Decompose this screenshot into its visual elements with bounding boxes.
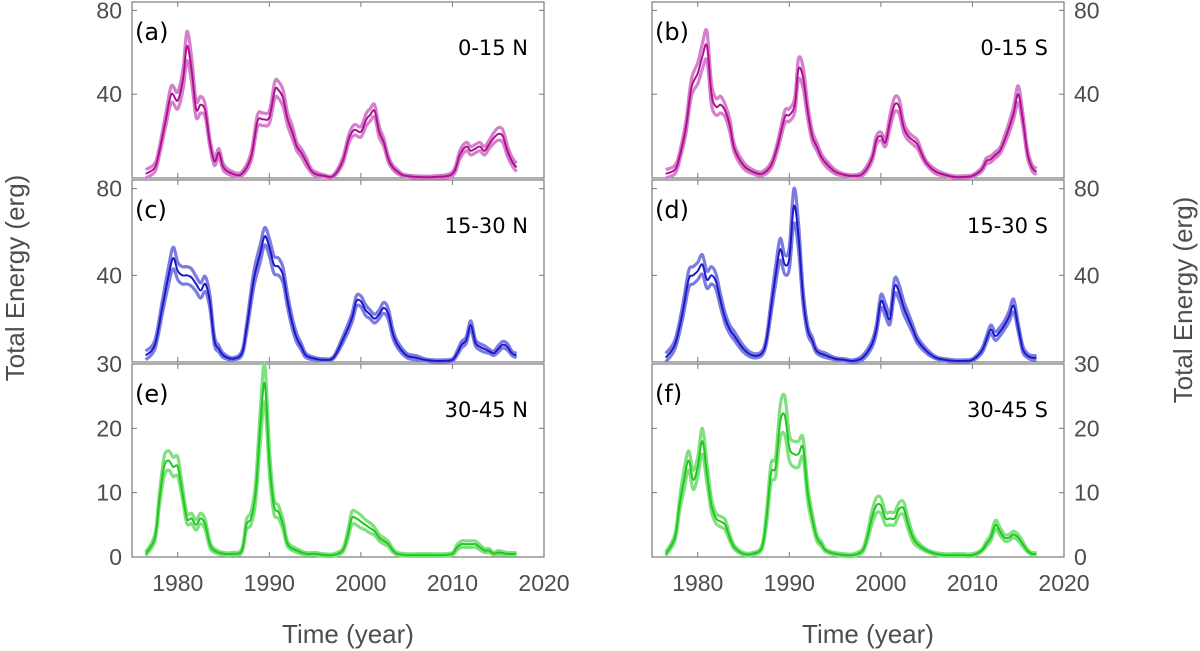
ytick-label: 80 xyxy=(96,176,122,202)
panel-label: (d) xyxy=(655,196,689,224)
xlabel-right: Time (year) xyxy=(802,619,934,649)
panel-label: (a) xyxy=(135,18,168,46)
ytick-label: 10 xyxy=(1074,480,1100,506)
series-30-45-S xyxy=(664,392,1037,559)
panel-frame xyxy=(651,1,1065,179)
xtick-label: 2000 xyxy=(335,570,386,596)
panel-b: 80 40 (b) 0-15 S xyxy=(651,0,1100,180)
ytick-label: 0 xyxy=(109,544,122,570)
xlabel-left: Time (year) xyxy=(282,619,414,649)
ytick-label: 10 xyxy=(96,480,122,506)
ytick-label: 80 xyxy=(96,0,122,23)
series-15-30-S xyxy=(664,186,1037,364)
ytick-label: 20 xyxy=(96,415,122,441)
ytick-label: 40 xyxy=(96,81,122,107)
panel-range-label: 30-45 S xyxy=(967,398,1048,422)
series-15-30-N xyxy=(144,226,518,364)
ytick-label: 40 xyxy=(1074,81,1100,107)
panel-c: 80 40 (c) 15-30 N xyxy=(96,176,545,364)
series-line xyxy=(665,43,1038,179)
panel-range-label: 30-45 N xyxy=(445,398,528,422)
series-line xyxy=(145,44,518,179)
ytick-label: 30 xyxy=(96,351,122,377)
series-lower-bound xyxy=(144,59,518,180)
series-line xyxy=(144,235,517,363)
series-lower-bound xyxy=(144,243,518,364)
series-upper-bound xyxy=(144,29,518,178)
panel-frame xyxy=(651,363,1065,558)
ytick-label: 40 xyxy=(96,262,122,288)
series-upper-bound xyxy=(664,186,1037,362)
panel-frame xyxy=(131,179,545,363)
series-line xyxy=(664,412,1037,557)
series-line xyxy=(664,204,1037,363)
series-lower-bound xyxy=(664,221,1037,364)
panel-label: (f) xyxy=(655,380,682,408)
series-0-15-S xyxy=(665,28,1038,180)
series-line xyxy=(144,381,517,557)
xtick-label: 2010 xyxy=(947,570,998,596)
ytick-label: 80 xyxy=(1074,176,1100,202)
xtick-label: 1990 xyxy=(764,570,815,596)
series-30-45-N xyxy=(144,361,517,559)
xtick-label: 1980 xyxy=(672,570,723,596)
panels: 80 40 (a) 0-15 N 80 40 (b) 0-15 S 80 40 (c) 15-30 N… xyxy=(96,0,1099,596)
xtick-label: 2020 xyxy=(518,570,569,596)
panel-range-label: 0-15 S xyxy=(980,36,1048,60)
series-upper-bound xyxy=(664,392,1037,556)
series-lower-bound xyxy=(664,430,1037,559)
panel-label: (c) xyxy=(135,196,167,224)
ytick-label: 30 xyxy=(1074,351,1100,377)
panel-d: 80 40 (d) 15-30 S xyxy=(651,176,1100,364)
xtick-label: 2020 xyxy=(1038,570,1089,596)
xtick-label: 2010 xyxy=(427,570,478,596)
ytick-label: 80 xyxy=(1074,0,1100,23)
ylabel-left: Total Energy (erg) xyxy=(0,175,30,382)
panel-label: (e) xyxy=(135,380,169,408)
panel-range-label: 15-30 S xyxy=(967,214,1048,238)
series-lower-bound xyxy=(665,57,1038,180)
xtick-label: 2000 xyxy=(855,570,906,596)
panel-range-label: 15-30 N xyxy=(445,214,528,238)
series-upper-bound xyxy=(665,28,1038,178)
ytick-label: 40 xyxy=(1074,262,1100,288)
ylabel-right: Total Energy (erg) xyxy=(1168,197,1198,404)
series-0-15-N xyxy=(144,29,518,180)
series-upper-bound xyxy=(144,361,517,556)
ytick-label: 20 xyxy=(1074,415,1100,441)
ytick-label: 0 xyxy=(1074,544,1087,570)
series-lower-bound xyxy=(144,400,517,559)
panel-label: (b) xyxy=(655,18,689,46)
panel-range-label: 0-15 N xyxy=(458,36,528,60)
xtick-label: 1990 xyxy=(244,570,295,596)
panel-a: 80 40 (a) 0-15 N xyxy=(96,0,545,180)
xtick-label: 1980 xyxy=(152,570,203,596)
